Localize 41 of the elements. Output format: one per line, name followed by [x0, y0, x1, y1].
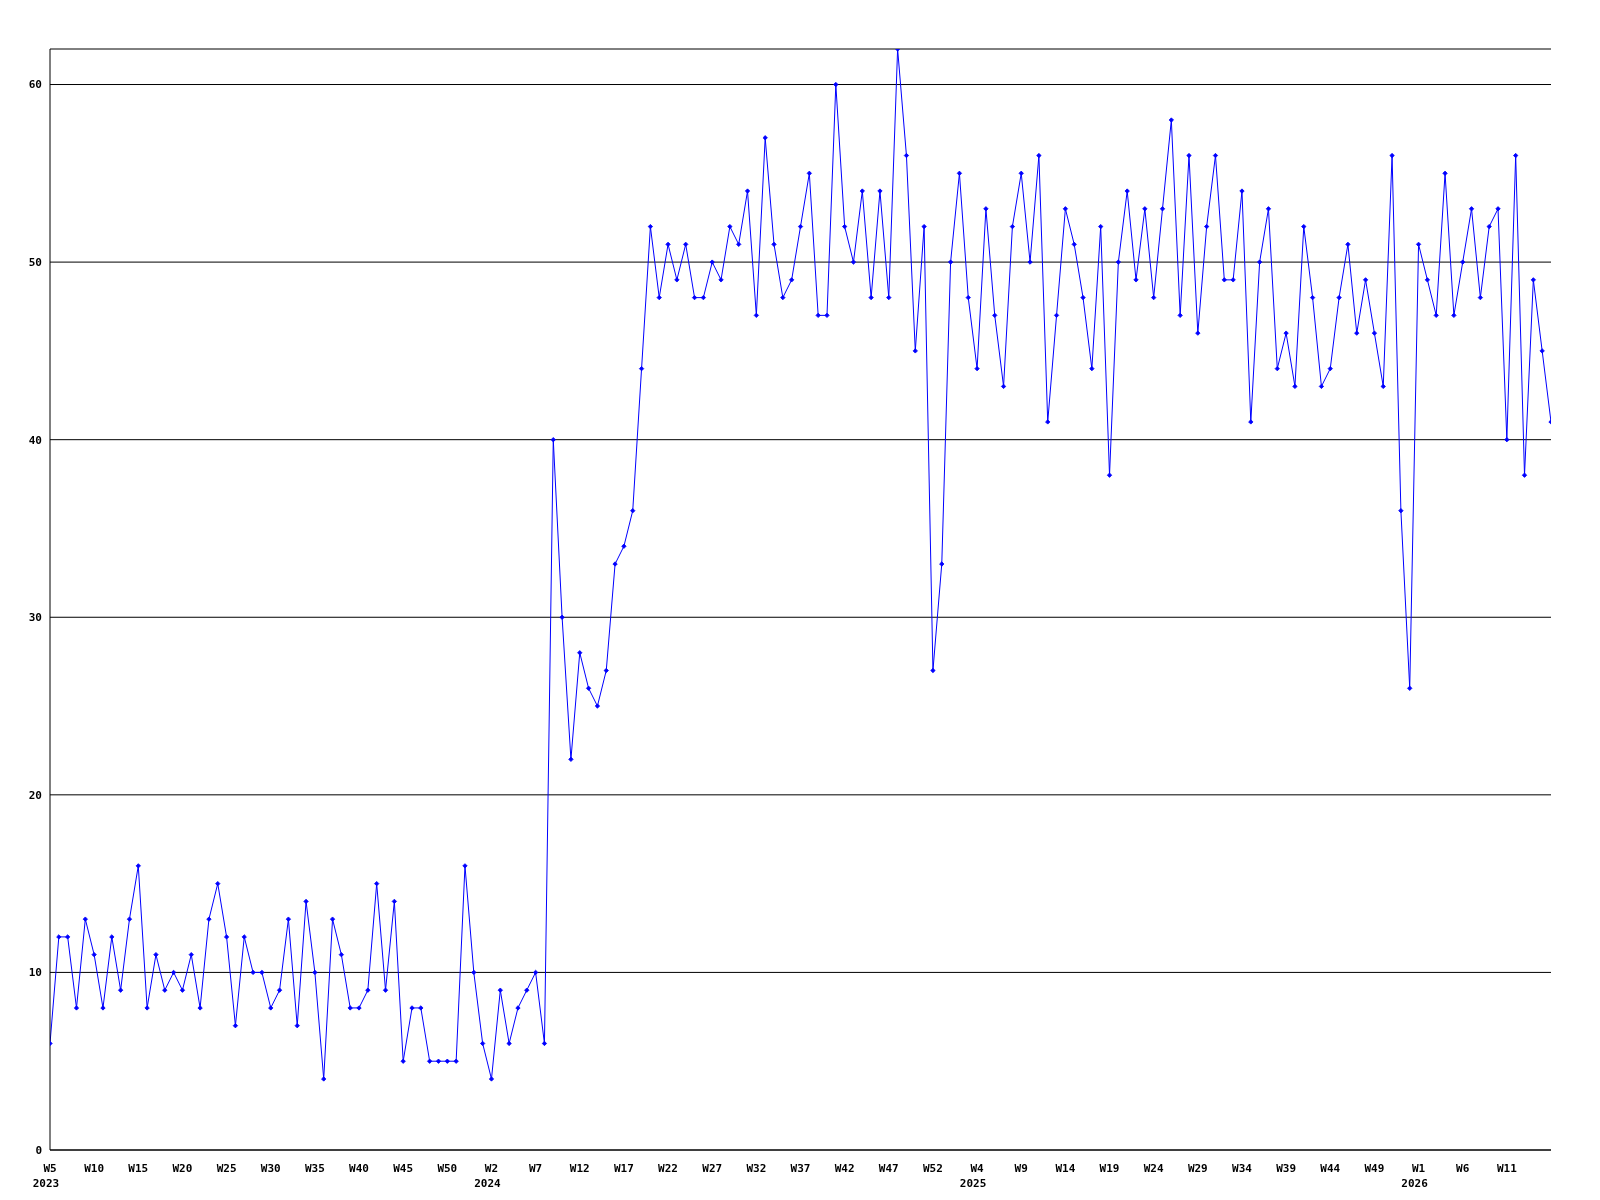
- x-tick-label: W19: [1099, 1162, 1120, 1175]
- x-tick-label: W24: [1143, 1162, 1164, 1175]
- y-tick-label: 40: [28, 433, 42, 447]
- x-tick-label: W11: [1496, 1162, 1518, 1175]
- x-tick-label: W44: [1320, 1162, 1341, 1175]
- y-tick-label: 60: [28, 78, 42, 92]
- x-tick-label: W17: [613, 1162, 634, 1175]
- x-tick-label: W9: [1014, 1162, 1028, 1175]
- x-tick-label: W49: [1364, 1162, 1385, 1175]
- y-tick-label: 50: [28, 256, 42, 269]
- x-tick-label: W5 2023: [32, 1162, 60, 1190]
- x-tick-label: W40: [349, 1162, 369, 1175]
- x-tick-label: W29: [1187, 1162, 1208, 1175]
- x-tick-label: W35: [304, 1162, 325, 1175]
- x-tick-label: W42: [834, 1162, 855, 1175]
- x-tick-label: W2 2024: [474, 1162, 502, 1190]
- x-tick-label: W15: [128, 1162, 149, 1175]
- x-tick-label: W4 2025: [959, 1162, 987, 1190]
- y-tick-label: 30: [28, 611, 42, 625]
- x-tick-label: W10: [84, 1162, 105, 1175]
- x-tick-label: W34: [1232, 1162, 1253, 1175]
- y-tick-label: 0: [35, 1143, 42, 1157]
- x-tick-label: W47: [878, 1162, 899, 1175]
- x-tick-label: W39: [1276, 1162, 1297, 1175]
- x-tick-label: W25: [216, 1162, 237, 1175]
- x-tick-label: W12: [569, 1162, 590, 1175]
- y-tick-label: 20: [28, 788, 42, 802]
- x-tick-label: W14: [1055, 1162, 1076, 1175]
- x-tick-label: W50: [437, 1162, 458, 1175]
- x-tick-label: W7: [528, 1162, 543, 1175]
- x-tick-label: W37: [790, 1162, 811, 1175]
- x-tick-label: W30: [260, 1162, 281, 1175]
- x-tick-label: W32: [746, 1162, 767, 1175]
- x-tick-label: W20: [172, 1162, 193, 1175]
- x-tick-label: W45: [393, 1162, 414, 1175]
- x-tick-label: W22: [658, 1162, 678, 1175]
- x-tick-label: W6: [1456, 1162, 1470, 1175]
- x-tick-label: W27: [702, 1162, 723, 1175]
- x-tick-label: W52: [923, 1162, 943, 1175]
- x-tick-label: W1 2026: [1401, 1162, 1429, 1190]
- y-tick-label: 10: [28, 966, 42, 980]
